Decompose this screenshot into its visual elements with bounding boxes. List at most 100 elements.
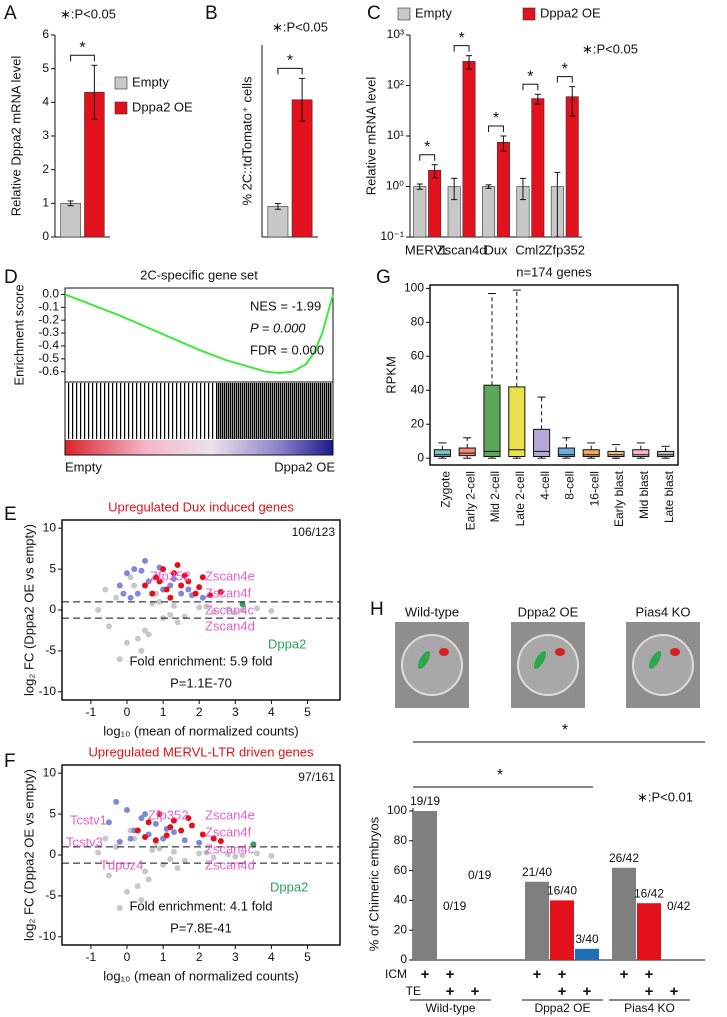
point xyxy=(268,607,275,614)
point xyxy=(192,590,199,597)
y-tick-label: -0.5 xyxy=(38,351,59,365)
y-tick-label: 10 xyxy=(43,520,57,534)
point xyxy=(170,829,177,836)
bar xyxy=(612,867,636,960)
bar xyxy=(525,881,549,960)
cell-red xyxy=(555,648,565,656)
point xyxy=(185,578,192,585)
x-end-label: Dppa2 OE xyxy=(274,459,335,474)
point xyxy=(156,578,163,585)
x-tick-label: 0 xyxy=(124,950,131,964)
gene-label: Dppa2 xyxy=(270,879,308,894)
point xyxy=(105,872,112,879)
bar xyxy=(428,169,442,238)
point xyxy=(225,851,232,858)
point xyxy=(142,868,149,875)
x-tick-label: -1 xyxy=(86,705,97,719)
panel-label: C xyxy=(367,3,381,24)
x-tick-label: 5 xyxy=(304,705,311,719)
y-tick-label: -0.6 xyxy=(38,364,59,378)
x-tick-label: 1 xyxy=(160,950,167,964)
bar xyxy=(575,948,599,960)
point xyxy=(134,827,141,834)
p-annotation: P=1.1E-70 xyxy=(170,675,232,690)
x-tick-label: 4 xyxy=(268,705,275,719)
group-label: Wild-type xyxy=(425,1001,475,1015)
legend-label: Dppa2 OE xyxy=(132,99,193,114)
cell-red xyxy=(670,648,680,656)
y-tick-label: 4 xyxy=(42,95,49,109)
x-tick-label: 5 xyxy=(304,950,311,964)
bar xyxy=(550,900,574,960)
group-label: Dppa2 OE xyxy=(534,1001,590,1015)
gene-label: Zscan4f xyxy=(205,824,252,839)
significance-star: * xyxy=(493,110,499,127)
p-annotation: P=7.8E-41 xyxy=(170,920,232,935)
y-axis-label: log₂ FC (Dppa2 OE vs empty) xyxy=(21,524,36,696)
legend-label: Dppa2 OE xyxy=(540,5,601,20)
plot-frame xyxy=(61,519,341,701)
point xyxy=(152,837,159,844)
point xyxy=(170,570,177,577)
row-label: ICM xyxy=(385,967,407,981)
y-axis-label: Relative mRNA level xyxy=(363,77,378,196)
cell-red xyxy=(439,648,449,656)
gene-label: Zscan4c xyxy=(205,841,255,856)
significance-star: * xyxy=(424,139,430,156)
x-tick-label: Zfp352 xyxy=(545,242,585,257)
point xyxy=(95,607,102,613)
point xyxy=(268,852,275,859)
point xyxy=(138,647,145,654)
point xyxy=(185,815,192,822)
enrichment-annotation: Fold enrichment: 5.9 fold xyxy=(129,653,272,668)
point xyxy=(207,592,214,599)
box xyxy=(607,450,625,458)
significance-star: * xyxy=(497,767,503,784)
embryo xyxy=(632,634,694,696)
point xyxy=(138,897,145,903)
gene-label: Tcstv1 xyxy=(70,812,107,827)
point xyxy=(167,611,174,618)
point xyxy=(239,852,246,858)
point xyxy=(105,623,112,630)
value-label: 0/19 xyxy=(443,899,467,913)
p-value-note: ∗:P<0.05 xyxy=(60,6,116,21)
y-tick-label: 40 xyxy=(411,382,425,396)
point xyxy=(163,832,170,839)
point xyxy=(123,807,130,813)
x-tick-label: -1 xyxy=(86,950,97,964)
y-axis-label: % of Chimeric embryos xyxy=(366,816,381,951)
group-label: Pias4 KO xyxy=(624,1001,675,1015)
point xyxy=(134,883,141,890)
box xyxy=(508,386,526,458)
box xyxy=(632,449,650,458)
point xyxy=(167,824,174,831)
image-label: Dppa2 OE xyxy=(518,604,579,619)
x-tick-label: Early blast xyxy=(612,470,626,527)
bar xyxy=(531,98,545,238)
box xyxy=(433,449,451,458)
y-tick-label: 10⁻¹ xyxy=(380,229,404,243)
x-tick-label: 4 xyxy=(268,950,275,964)
point xyxy=(253,850,260,857)
point xyxy=(131,582,138,589)
point xyxy=(170,602,177,609)
y-tick-label: 10² xyxy=(387,78,404,92)
point xyxy=(152,820,159,827)
chart-title: n=174 genes xyxy=(516,264,592,279)
point xyxy=(113,594,120,601)
point xyxy=(250,841,257,848)
gene-label: Zscan4d xyxy=(205,618,255,633)
point xyxy=(199,594,206,601)
x-axis-label: log₁₀ (mean of normalized counts) xyxy=(103,723,298,738)
point xyxy=(170,848,177,855)
point xyxy=(156,845,163,852)
point xyxy=(217,589,224,595)
y-tick-label: -10 xyxy=(39,929,57,943)
significance-bracket xyxy=(453,45,470,52)
x-tick-label: Early 2-cell xyxy=(463,471,477,530)
image-label: Pias4 KO xyxy=(636,604,691,619)
x-tick-label: Mid 2-cell xyxy=(488,471,502,522)
y-axis-label: Relative Dppa2 mRNA level xyxy=(8,56,23,217)
y-tick-label: 10¹ xyxy=(387,128,404,142)
